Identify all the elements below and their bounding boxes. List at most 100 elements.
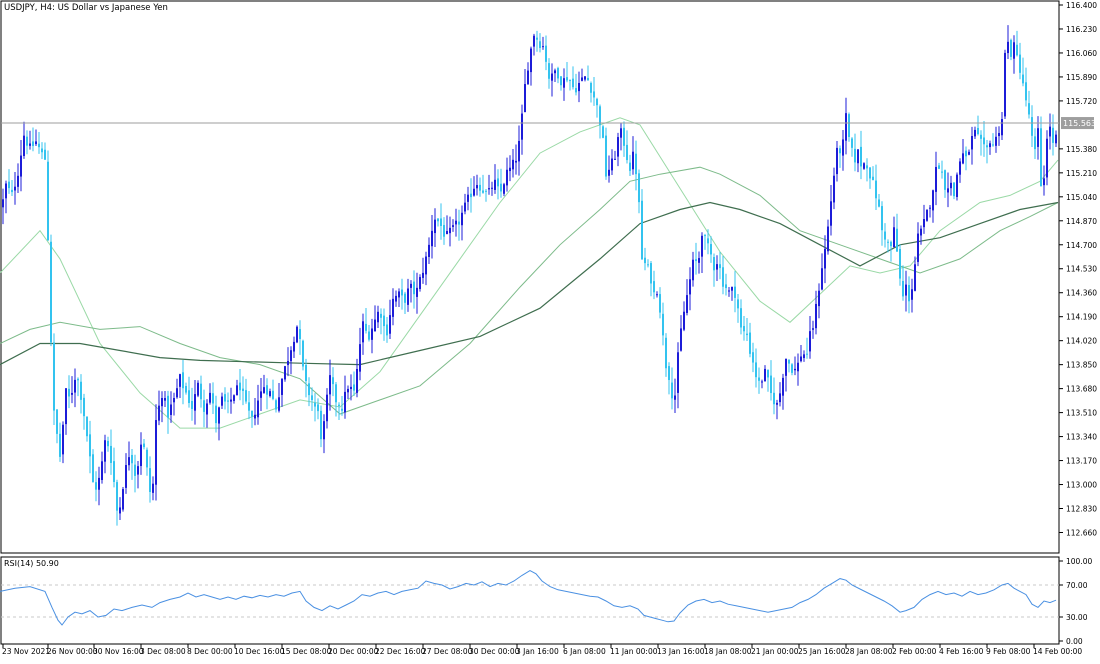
candle-body [587,77,589,81]
candle-body [626,144,628,161]
candle-body [152,483,154,493]
candle-body [257,400,259,418]
price-tick-label: 115.210 [1066,169,1097,178]
candle-body [824,248,826,269]
time-tick-label: 28 Jan 08:00 [845,647,893,656]
candle-body [617,137,619,157]
candle-body [821,268,823,290]
chart-title: USDJPY, H4: US Dollar vs Japanese Yen [4,3,168,13]
candle-body [776,402,778,405]
candle-body [566,77,568,81]
time-tick-label: 30 Nov 16:00 [93,647,144,656]
candle-body [56,409,58,434]
time-tick-label: 20 Dec 00:00 [328,647,379,656]
candle-body [713,257,715,271]
candle-body [548,63,550,79]
candle-body [707,238,709,244]
candle-body [893,227,895,248]
candle-body [740,308,742,328]
candle-body [86,416,88,437]
candle-body [644,257,646,264]
candle-body [965,150,967,157]
candle-body [425,256,427,275]
candle-body [308,383,310,396]
candle-body [134,464,136,476]
candle-body [767,369,769,378]
price-tick-label: 116.230 [1066,25,1097,34]
candle-body [854,148,856,163]
price-tick-label: 113.850 [1066,361,1097,370]
candle-body [758,377,760,381]
candle-body [530,48,532,73]
candle-body [434,219,436,234]
candle-body [161,398,163,407]
candle-body [245,390,247,402]
candle-body [539,41,541,48]
candle-body [662,313,664,336]
candle-body [611,158,613,171]
candle-body [665,337,667,369]
candle-body [812,328,814,330]
candle-body [650,263,652,284]
candle-body [581,77,583,81]
candle-body [95,482,97,490]
candle-body [989,143,991,148]
candle-body [800,356,802,362]
price-tick-label: 116.400 [1066,1,1097,10]
candle-body [512,159,514,170]
candle-body [29,143,31,146]
candle-body [242,388,244,392]
candle-body [266,385,268,395]
candle-body [341,408,343,411]
candle-body [107,440,109,447]
candle-body [905,284,907,296]
candle-body [734,286,736,298]
candle-body [749,332,751,354]
candle-body [962,153,964,164]
ma-mid-line [0,166,1059,415]
candle-body [65,388,67,425]
candle-body [260,391,262,398]
candle-body [164,398,166,401]
candle-body [386,324,388,336]
time-tick-label: 15 Dec 08:00 [281,647,332,656]
candle-body [182,372,184,389]
candle-body [620,128,622,138]
candle-body [59,433,61,457]
candle-body [47,161,49,241]
price-tick-label: 114.360 [1066,289,1097,298]
candle-body [1025,82,1027,101]
candle-body [494,179,496,190]
candle-body [125,465,127,488]
candle-body [710,244,712,255]
candle-body [53,342,55,411]
candle-body [803,354,805,359]
candle-body [452,225,454,227]
candle-body [842,139,844,156]
time-tick-label: 18 Jan 08:00 [704,647,752,656]
candle-body [788,359,790,364]
candle-body [773,392,775,405]
candle-body [782,377,784,396]
candle-body [254,414,256,419]
candle-body [830,201,832,226]
candle-body [212,393,214,404]
candle-body [263,387,265,393]
candle-body [1022,74,1024,84]
candle-body [716,264,718,270]
candle-body [917,233,919,262]
candle-body [14,186,16,191]
candle-body [239,382,241,391]
price-tick-label: 114.870 [1066,217,1097,226]
candle-body [272,390,274,399]
candle-body [839,148,841,154]
candle-body [701,235,703,257]
candle-body [728,290,730,292]
candle-body [878,199,880,207]
candle-body [203,400,205,412]
candle-body [89,434,91,457]
candle-body [602,126,604,138]
candle-body [932,190,934,211]
